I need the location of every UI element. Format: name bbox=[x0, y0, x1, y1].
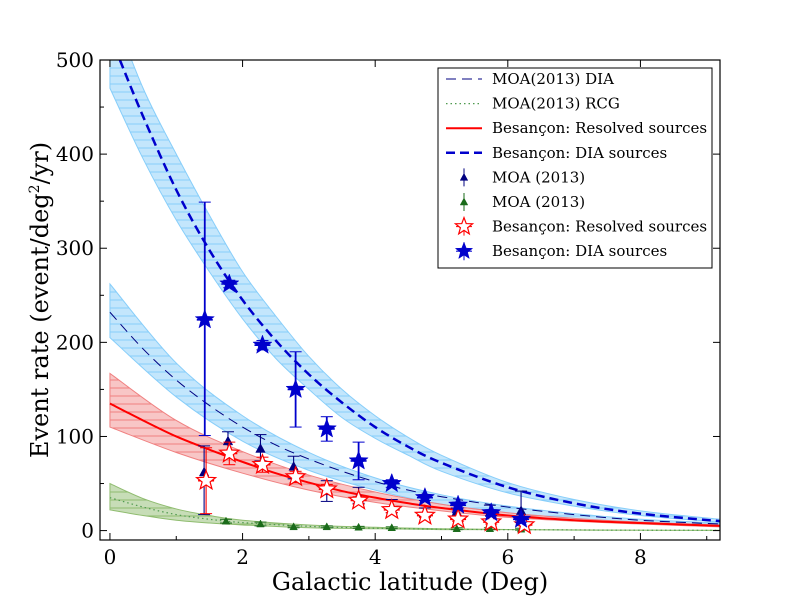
data-point bbox=[315, 477, 338, 499]
data-point bbox=[221, 516, 231, 525]
legend-label: MOA (2013) bbox=[492, 193, 585, 211]
legend-label: Besançon: DIA sources bbox=[492, 242, 667, 260]
legend-label: Besançon: DIA sources bbox=[492, 144, 667, 162]
data-point bbox=[218, 441, 241, 463]
y-tick-label: 400 bbox=[56, 142, 94, 166]
series-line-0 bbox=[109, 311, 720, 525]
data-point bbox=[251, 452, 274, 475]
legend-entry-7: Besançon: DIA sources bbox=[454, 241, 667, 261]
data-point bbox=[194, 309, 215, 329]
y-tick-label: 300 bbox=[56, 236, 94, 260]
data-point bbox=[381, 472, 402, 493]
axis-ticks: 0 2 4 6 8 0 100 200 300 400 500 bbox=[56, 48, 720, 569]
data-point bbox=[387, 523, 396, 532]
point-series-1 bbox=[219, 516, 528, 533]
data-point bbox=[255, 443, 266, 453]
data-point bbox=[354, 522, 363, 531]
legend-label: MOA(2013) RCG bbox=[492, 95, 620, 113]
data-point bbox=[194, 468, 218, 491]
y-tick-label: 100 bbox=[56, 424, 94, 448]
series-line-1 bbox=[109, 497, 720, 531]
data-point bbox=[481, 501, 502, 522]
data-point bbox=[480, 510, 503, 532]
legend-label: Besançon: Resolved sources bbox=[492, 218, 707, 236]
data-point bbox=[447, 494, 469, 514]
legend-marker bbox=[459, 172, 469, 181]
moa_dia_band bbox=[109, 282, 720, 526]
data-point bbox=[256, 519, 265, 528]
x-axis-title: Galactic latitude (Deg) bbox=[272, 568, 548, 596]
legend-label: Besançon: Resolved sources bbox=[492, 119, 707, 137]
y-tick-label: 500 bbox=[56, 48, 94, 72]
y-axis-title: Event rate (event/deg2/yr) bbox=[26, 142, 54, 458]
data-point bbox=[219, 273, 240, 293]
data-point bbox=[510, 508, 532, 528]
data-point bbox=[289, 522, 298, 531]
moa_rcg_band bbox=[109, 482, 720, 531]
data-point bbox=[348, 450, 369, 470]
legend-entries: MOA(2013) DIA MOA(2013) RCG Besançon: Reso… bbox=[446, 70, 707, 261]
data-point bbox=[222, 435, 234, 446]
legend-entry-2: Besançon: Resolved sources bbox=[446, 119, 707, 137]
data-point bbox=[252, 334, 273, 354]
data-point bbox=[316, 418, 337, 438]
legend-marker bbox=[453, 215, 475, 236]
legend-label: MOA(2013) DIA bbox=[492, 70, 614, 88]
legend: MOA(2013) DIA MOA(2013) RCG Besançon: Reso… bbox=[437, 67, 713, 269]
y-axis-title-end: /yr) bbox=[26, 142, 54, 184]
legend-entry-6: Besançon: Resolved sources bbox=[453, 215, 707, 236]
legend-entry-3: Besançon: DIA sources bbox=[446, 144, 667, 162]
y-tick-label: 200 bbox=[56, 330, 94, 354]
data-point bbox=[284, 465, 307, 487]
data-point bbox=[322, 522, 332, 531]
data-point bbox=[380, 498, 403, 520]
data-point bbox=[446, 507, 470, 529]
legend-marker bbox=[454, 241, 474, 260]
data-point bbox=[452, 524, 461, 532]
legend-marker bbox=[459, 197, 469, 206]
x-tick-label: 8 bbox=[634, 545, 647, 569]
data-points bbox=[194, 201, 536, 535]
x-tick-label: 0 bbox=[104, 545, 117, 569]
x-tick-label: 2 bbox=[236, 545, 249, 569]
y-axis-title-main: Event rate (event/deg bbox=[26, 193, 54, 458]
x-tick-label: 6 bbox=[501, 545, 514, 569]
data-point bbox=[347, 488, 370, 510]
legend-entry-4: MOA (2013) bbox=[459, 168, 585, 187]
data-point bbox=[414, 486, 436, 507]
plot-frame bbox=[99, 59, 721, 541]
legend-label: MOA (2013) bbox=[492, 168, 585, 186]
legend-box bbox=[437, 67, 713, 269]
y-tick-label: 0 bbox=[81, 519, 94, 543]
series-line-2 bbox=[109, 402, 720, 527]
legend-entry-1: MOA(2013) RCG bbox=[446, 95, 620, 113]
x-tick-label: 4 bbox=[369, 545, 382, 569]
legend-entry-5: MOA (2013) bbox=[459, 193, 585, 211]
data-point bbox=[285, 378, 306, 399]
legend-entry-0: MOA(2013) DIA bbox=[446, 70, 614, 88]
model-curves bbox=[109, 60, 720, 531]
series-line-3 bbox=[118, 60, 720, 523]
point-series-3 bbox=[194, 201, 532, 528]
data-point bbox=[413, 503, 437, 526]
y-axis-title-superscript: 2 bbox=[27, 184, 43, 193]
